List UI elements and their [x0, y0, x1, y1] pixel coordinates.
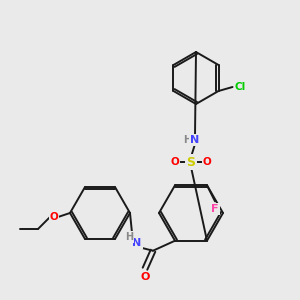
Text: Cl: Cl [235, 82, 246, 92]
Text: H: H [125, 232, 133, 242]
Text: O: O [140, 272, 150, 282]
Text: N: N [190, 135, 200, 145]
Text: N: N [132, 238, 142, 248]
Text: F: F [211, 204, 219, 214]
Text: O: O [171, 157, 179, 167]
Text: S: S [187, 155, 196, 169]
Text: O: O [202, 157, 211, 167]
Text: H: H [183, 135, 191, 145]
Text: O: O [50, 212, 58, 222]
